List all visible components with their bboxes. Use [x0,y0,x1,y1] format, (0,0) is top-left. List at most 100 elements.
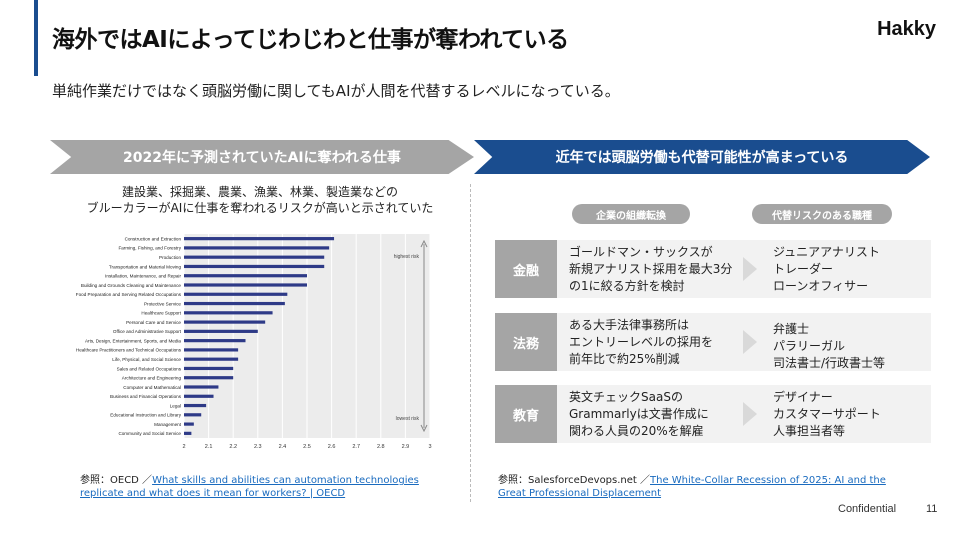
reference-prefix: 参照：OECD ／ [80,475,153,486]
chart-caption-line: ブルーカラーがAIに仕事を奪われるリスクが高いと示されていた [86,201,434,215]
risk-bar [184,413,202,417]
job-item: ローンオフィサー [773,279,869,293]
category-label: Legal [170,403,181,408]
risk-bar [184,385,219,389]
salesforce-devops-reference-link[interactable]: The White-Collar Recession of 2025: AI a… [498,475,886,499]
page-subtitle: 単純作業だけではなく頭脳労働に関してもAIが人間を代替するレベルになっている。 [52,82,620,100]
highest-risk-label: highest risk [394,254,420,260]
job-item: ジュニアアナリスト [773,245,880,259]
category-label: Community and Social Service [118,431,181,436]
category-label: Installation, Maintenance, and Repair [105,274,181,279]
category-label: Construction and Extraction [125,236,182,241]
category-label: Farming, Fishing, and Forestry [118,246,181,251]
at-risk-jobs: 弁護士 パラリーガル 司法書士/行政書士等 [773,321,931,372]
category-label: Healthcare Practitioners and Technical O… [76,348,182,353]
description-line: の1に絞る方針を検討 [569,279,685,293]
description-line: ゴールドマン・サックスが [569,245,713,259]
job-item: デザイナー [773,390,833,404]
category-label: Transportation and Material Moving [109,264,182,269]
category-label: Healthcare Support [141,311,181,316]
left-reference: 参照：OECD ／What skills and abilities can a… [80,474,460,500]
industry-description: ゴールドマン・サックスが 新規アナリスト採用を最大3分 の1に絞る方針を検討 [569,244,749,295]
job-item: カスタマーサポート [773,407,881,421]
right-section-banner: 近年では頭脳労働も代替可能性が高まっている [474,140,930,174]
lowest-risk-label: lowest risk [396,416,420,422]
description-line: エントリーレベルの採用を [569,335,714,349]
risk-bar [184,292,288,296]
x-tick-label: 2.7 [352,444,360,450]
at-risk-jobs: ジュニアアナリスト トレーダー ローンオフィサー [773,244,931,295]
section-divider [470,184,471,502]
job-item: トレーダー [773,262,834,276]
industry-label: 教育 [495,385,557,443]
oecd-reference-link[interactable]: What skills and abilities can automation… [80,475,419,499]
industry-row-education: 教育 英文チェックSaaSの Grammarlyは文書作成に 関わる人員の20%… [495,385,931,443]
category-label: Sales and Related Occupations [117,366,182,371]
risk-bar [184,329,258,333]
automation-risk-chart: 2 2.1 2.2 2.3 2.4 2.5 2.6 2.7 2.8 2.9 3 Constructio… [76,234,432,450]
description-line: 前年比で約25%削減 [569,352,680,366]
arrow-up-icon [420,239,428,248]
risk-bar [184,283,307,287]
confidential-label: Confidential [838,503,897,515]
left-section-banner: 2022年に予測されていたAIに奪われる仕事 [50,140,474,174]
job-item: 司法書士/行政書士等 [773,356,886,370]
risk-bar [184,255,325,259]
chevron-right-icon [743,402,757,426]
x-tick-label: 2 [182,444,185,450]
page-number: 11 [926,503,938,515]
risk-bar [184,311,273,315]
hakky-logo: Hakky [877,18,936,40]
category-label: Protective Service [144,301,181,306]
reference-prefix: 参照：SalesforceDevops.net ／ [498,475,651,486]
risk-bar [184,274,307,278]
x-tick-label: 2.9 [402,444,410,450]
industry-description: 英文チェックSaaSの Grammarlyは文書作成に 関わる人員の20%を解雇 [569,389,749,440]
risk-bar [184,320,266,324]
category-label: Life, Physical, and Social Science [112,357,181,362]
title-accent-bar [34,0,38,76]
risk-bar [184,394,214,398]
x-tick-label: 2.3 [254,444,262,450]
category-label: Computer and Mathematical [123,385,181,390]
industry-description: ある大手法律事務所は エントリーレベルの採用を 前年比で約25%削減 [569,317,749,368]
category-label: Food Preparation and Serving Related Occ… [76,292,182,297]
job-item: 人事担当者等 [773,424,846,438]
left-banner-label: 2022年に予測されていたAIに奪われる仕事 [123,150,401,166]
risk-bar [184,403,207,408]
category-label: Educational Instruction and Library [110,413,181,418]
category-label: Business and Financial Operations [110,394,182,399]
x-tick-label: 2.2 [229,444,237,450]
risk-bar [184,376,234,380]
chevron-right-icon [743,257,757,281]
column-header-org-change: 企業の組織転換 [572,204,690,224]
column-header-label: 代替リスクのある職種 [772,210,872,222]
category-label: Personal Care and Service [126,320,181,325]
right-banner-label: 近年では頭脳労働も代替可能性が高まっている [555,150,849,166]
category-label: Building and Grounds Cleaning and Mainte… [81,283,182,288]
description-line: Grammarlyは文書作成に [569,407,709,421]
description-line: 新規アナリスト採用を最大3分 [569,262,733,276]
chart-caption-line: 建設業、採掘業、農業、漁業、林業、製造業などの [121,185,398,199]
category-label: Production [159,255,181,260]
x-tick-label: 2.6 [328,444,336,450]
risk-bar [184,301,285,306]
right-reference: 参照：SalesforceDevops.net ／The White-Colla… [498,474,908,500]
risk-bar [184,431,192,435]
industry-label: 金融 [495,240,557,298]
x-tick-label: 3 [428,444,431,450]
at-risk-jobs: デザイナー カスタマーサポート 人事担当者等 [773,389,931,440]
description-line: ある大手法律事務所は [569,318,690,332]
category-label: Management [154,422,182,427]
description-line: 関わる人員の20%を解雇 [569,424,704,438]
risk-bar [184,246,330,250]
category-label: Office and Administrative Support [113,329,182,334]
category-label: Arts, Design, Entertainment, Sports, and… [85,338,181,343]
risk-bar [184,357,239,361]
category-label: Architecture and Engineering [122,376,182,381]
risk-bar [184,422,194,426]
risk-bar [184,237,335,241]
industry-row-legal: 法務 ある大手法律事務所は エントリーレベルの採用を 前年比で約25%削減 弁護… [495,313,931,371]
risk-bar [184,339,246,343]
description-line: 英文チェックSaaSの [569,390,683,404]
